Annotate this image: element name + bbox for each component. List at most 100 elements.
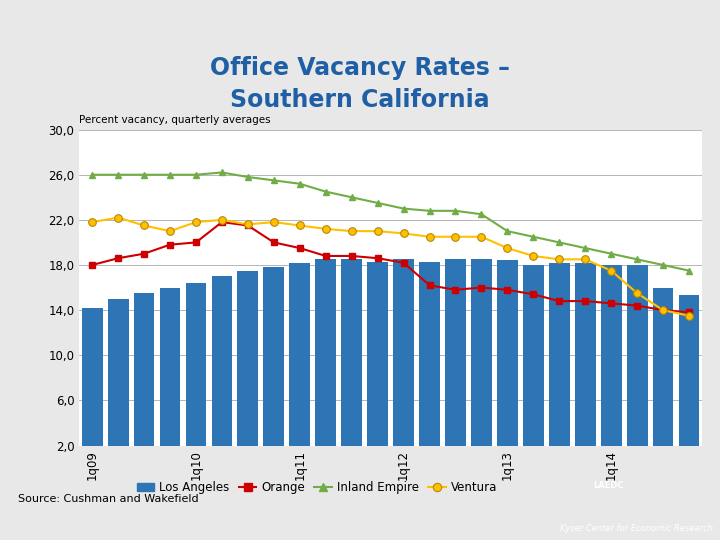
Bar xyxy=(393,259,414,468)
Line: Inland Empire: Inland Empire xyxy=(89,170,692,274)
Bar xyxy=(238,271,258,468)
Ventura xyxy=(88,219,96,225)
Bar xyxy=(315,259,336,468)
Orange xyxy=(321,253,330,259)
Bar xyxy=(341,259,362,468)
Ventura xyxy=(114,214,122,221)
Bar xyxy=(653,287,673,468)
Inland Empire xyxy=(347,194,356,200)
Bar xyxy=(419,261,440,468)
Bar xyxy=(108,299,128,468)
Orange xyxy=(114,255,122,261)
Line: Ventura: Ventura xyxy=(89,214,693,320)
Inland Empire xyxy=(140,172,148,178)
Bar xyxy=(186,283,207,468)
Orange xyxy=(426,282,434,288)
Ventura xyxy=(269,219,278,225)
Orange xyxy=(243,222,252,229)
Bar xyxy=(367,261,388,468)
Orange xyxy=(451,287,460,293)
Inland Empire xyxy=(659,262,667,268)
Ventura xyxy=(607,267,616,274)
Orange xyxy=(140,251,148,257)
Inland Empire xyxy=(555,239,564,246)
Text: Office Vacancy Rates –: Office Vacancy Rates – xyxy=(210,56,510,79)
Bar xyxy=(160,287,181,468)
Inland Empire xyxy=(88,172,96,178)
Bar xyxy=(497,260,518,468)
Orange xyxy=(400,260,408,266)
Inland Empire xyxy=(477,211,486,218)
Orange xyxy=(659,307,667,313)
Ventura xyxy=(321,226,330,232)
Bar xyxy=(679,295,699,468)
Inland Empire xyxy=(243,174,252,180)
Bar xyxy=(600,265,621,468)
Bar xyxy=(549,263,570,468)
Orange xyxy=(555,298,564,305)
Ventura xyxy=(426,233,434,240)
Bar xyxy=(82,308,102,468)
Inland Empire xyxy=(217,169,226,176)
Inland Empire xyxy=(373,200,382,206)
Text: Percent vacancy, quarterly averages: Percent vacancy, quarterly averages xyxy=(79,115,271,125)
Bar xyxy=(212,276,233,468)
Inland Empire xyxy=(321,188,330,195)
Orange xyxy=(88,262,96,268)
Ventura xyxy=(347,228,356,234)
Ventura xyxy=(633,290,642,296)
Orange xyxy=(166,241,174,248)
Inland Empire xyxy=(192,172,200,178)
Inland Empire xyxy=(633,256,642,262)
Ventura xyxy=(217,217,226,223)
Inland Empire xyxy=(426,207,434,214)
Bar xyxy=(445,259,466,468)
Orange xyxy=(295,245,304,251)
Inland Empire xyxy=(451,207,460,214)
Ventura xyxy=(659,307,667,313)
Inland Empire xyxy=(685,267,693,274)
Ventura xyxy=(192,219,200,225)
Bar xyxy=(471,259,492,468)
Ventura xyxy=(529,253,538,259)
Bar xyxy=(575,263,595,468)
Bar xyxy=(626,265,647,468)
Inland Empire xyxy=(295,180,304,187)
Orange xyxy=(477,284,486,291)
Orange xyxy=(347,253,356,259)
Inland Empire xyxy=(400,205,408,212)
Orange xyxy=(373,255,382,261)
Text: Kyser Center for Economic Research: Kyser Center for Economic Research xyxy=(560,524,713,533)
Line: Orange: Orange xyxy=(89,219,692,315)
Ventura xyxy=(243,221,252,228)
Orange xyxy=(503,287,512,293)
Ventura xyxy=(166,228,174,234)
Inland Empire xyxy=(607,251,616,257)
Ventura xyxy=(140,222,148,229)
Inland Empire xyxy=(269,177,278,184)
Orange xyxy=(581,298,590,305)
Inland Empire xyxy=(166,172,174,178)
Orange xyxy=(529,291,538,298)
Orange xyxy=(633,302,642,309)
Ventura xyxy=(477,233,486,240)
Orange xyxy=(607,300,616,307)
Orange xyxy=(685,309,693,315)
Text: Source: Cushman and Wakefield: Source: Cushman and Wakefield xyxy=(18,495,199,504)
Bar xyxy=(134,293,155,468)
Ventura xyxy=(373,228,382,234)
Bar xyxy=(523,265,544,468)
Bar xyxy=(289,263,310,468)
Ventura xyxy=(503,245,512,251)
Inland Empire xyxy=(503,228,512,234)
Inland Empire xyxy=(581,245,590,251)
Bar xyxy=(264,267,284,468)
Inland Empire xyxy=(529,233,538,240)
Ventura xyxy=(555,256,564,262)
Legend: Los Angeles, Orange, Inland Empire, Ventura: Los Angeles, Orange, Inland Empire, Vent… xyxy=(132,477,502,499)
Orange xyxy=(217,219,226,225)
Ventura xyxy=(685,313,693,319)
Orange xyxy=(192,239,200,246)
Ventura xyxy=(400,230,408,237)
Orange xyxy=(269,239,278,246)
